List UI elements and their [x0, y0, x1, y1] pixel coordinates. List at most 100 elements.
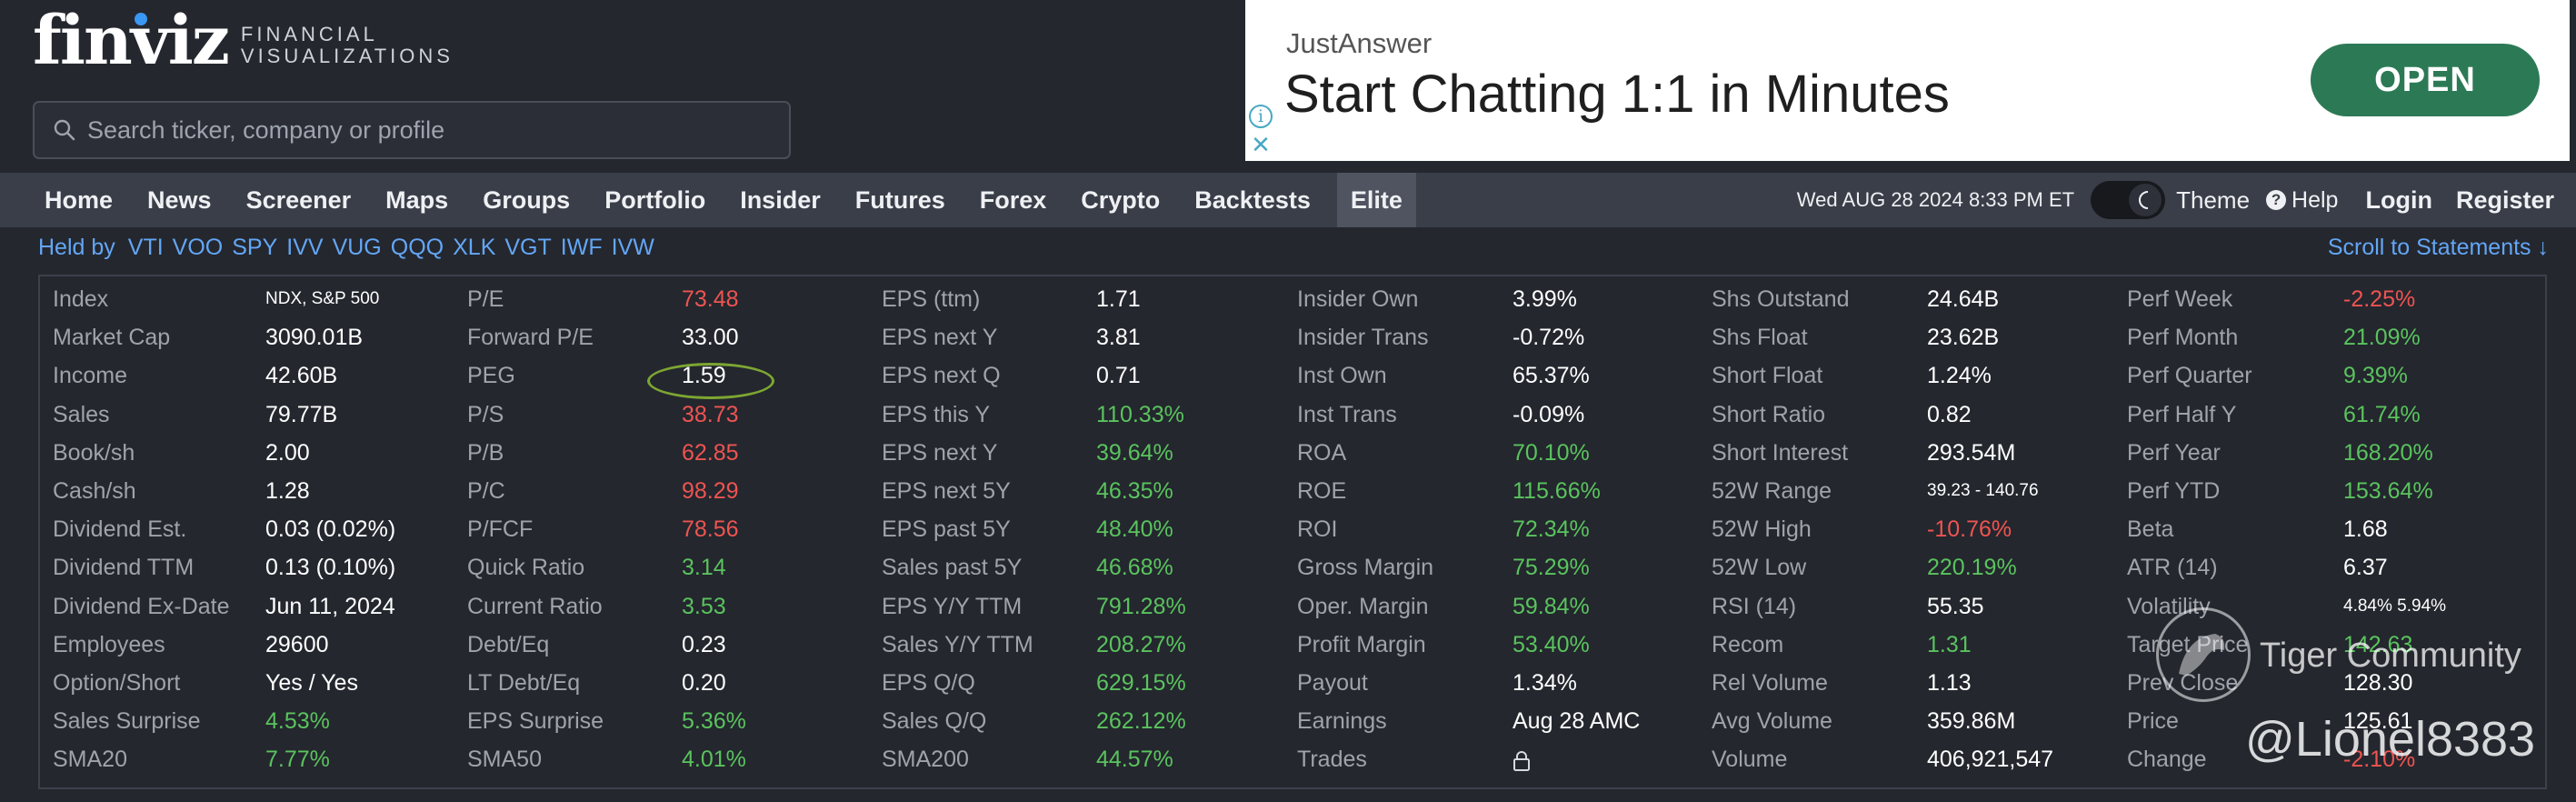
nav-portfolio[interactable]: Portfolio [604, 186, 706, 214]
stat-label: Short Interest [1712, 439, 1849, 466]
nav-home[interactable]: Home [45, 186, 114, 214]
stat-value: 110.33% [1096, 401, 1184, 427]
table-row: SMA20 7.77% SMA50 4.01% SMA200 44.57% Trades Vo… [40, 740, 2545, 778]
stat-value: 1.71 [1096, 286, 1141, 312]
nav-elite[interactable]: Elite [1336, 173, 1416, 227]
stat-value: 46.35% [1096, 478, 1173, 504]
stat-value: 4.53% [265, 708, 330, 735]
nav-forex[interactable]: Forex [979, 186, 1047, 214]
stat-label: Option/Short [53, 670, 181, 696]
held-by-ticker[interactable]: QQQ [390, 235, 444, 260]
stat-value: 153.64% [2343, 478, 2433, 504]
nav-screener[interactable]: Screener [245, 186, 352, 214]
main-nav: Home News Screener Maps Groups Portfolio… [0, 173, 2576, 227]
ad-banner[interactable]: i ✕ JustAnswer Start Chatting 1:1 in Min… [1245, 0, 2570, 161]
stat-label: Market Cap [53, 325, 171, 351]
table-row: Book/sh 2.00 P/B 62.85 EPS next Y 39.64% ROA 70… [40, 434, 2545, 472]
help-icon: ? [2266, 190, 2287, 210]
stat-label: Profit Margin [1297, 631, 1426, 657]
stat-label: Sales past 5Y [882, 555, 1023, 581]
stat-label: Trades [1297, 747, 1367, 773]
stat-label: Recom [1712, 631, 1784, 657]
stat-value: 9.39% [2343, 363, 2408, 389]
stat-value: 4.01% [682, 747, 746, 773]
stat-value: -10.76% [1927, 516, 2012, 543]
search-icon [51, 116, 78, 144]
nav-right: Wed AUG 28 2024 8:33 PM ET Theme ? Help … [1797, 173, 2565, 227]
stat-label: Oper. Margin [1297, 593, 1429, 619]
stat-value: 59.84% [1513, 593, 1590, 619]
stat-value: 1.28 [265, 478, 310, 504]
held-by-ticker[interactable]: IVV [286, 235, 324, 260]
nav-crypto[interactable]: Crypto [1081, 186, 1161, 214]
theme-toggle[interactable] [2091, 181, 2166, 219]
logo-tagline-line1: FINANCIAL [240, 23, 378, 45]
stat-value: 48.40% [1096, 516, 1173, 543]
stat-label: Payout [1297, 670, 1368, 696]
scroll-to-statements-link[interactable]: Scroll to Statements ↓ [2327, 235, 2549, 260]
stat-value: 0.20 [682, 670, 726, 696]
ad-close-icon[interactable]: ✕ [1251, 131, 1271, 158]
ad-headline: Start Chatting 1:1 in Minutes [1284, 65, 1950, 124]
stat-label: Shs Outstand [1712, 286, 1850, 312]
finviz-logo[interactable]: finviz FINANCIAL VISUALIZATIONS [33, 7, 454, 75]
ad-open-button[interactable]: OPEN [2311, 44, 2540, 116]
held-by-ticker[interactable]: SPY [232, 235, 278, 260]
stat-label: Debt/Eq [467, 631, 550, 657]
nav-maps[interactable]: Maps [385, 186, 449, 214]
stat-label: SMA20 [53, 747, 127, 773]
stat-label: EPS Q/Q [882, 670, 975, 696]
stat-label: ROI [1297, 516, 1338, 543]
stat-value: 24.64B [1927, 286, 2000, 312]
stat-label: Short Ratio [1712, 401, 1826, 427]
held-by-ticker[interactable]: VUG [332, 235, 382, 260]
nav-insider[interactable]: Insider [740, 186, 821, 214]
stat-label: Perf Year [2127, 439, 2221, 466]
stat-label: EPS (ttm) [882, 286, 981, 312]
nav-backtests[interactable]: Backtests [1194, 186, 1311, 214]
register-link[interactable]: Register [2455, 185, 2554, 214]
ad-info-icon[interactable]: i [1249, 105, 1273, 128]
search-input[interactable] [78, 102, 789, 158]
help-label: Help [2291, 186, 2339, 213]
stat-label: Dividend TTM [53, 555, 195, 581]
stat-value: 29600 [265, 631, 329, 657]
held-by-ticker[interactable]: VOO [172, 235, 224, 260]
peg-highlight-circle [647, 363, 774, 399]
stat-label: 52W Range [1712, 478, 1832, 504]
stat-value: 125.61 [2343, 708, 2413, 735]
help-link[interactable]: ? Help [2266, 187, 2338, 214]
search-box[interactable] [33, 101, 791, 159]
stat-label: Earnings [1297, 708, 1387, 735]
stat-label: EPS Y/Y TTM [882, 593, 1023, 619]
stat-label: Book/sh [53, 439, 135, 466]
stat-label: Current Ratio [467, 593, 603, 619]
stat-label: RSI (14) [1712, 593, 1797, 619]
held-by-ticker[interactable]: VGT [504, 235, 552, 260]
logo-wordmark: finviz [33, 2, 230, 80]
nav-news[interactable]: News [147, 186, 212, 214]
stat-value: 3.53 [682, 593, 726, 619]
held-by-ticker[interactable]: VTI [127, 235, 164, 260]
held-by-ticker[interactable]: IVW [611, 235, 654, 260]
nav-futures[interactable]: Futures [854, 186, 945, 214]
stat-value: 53.40% [1513, 631, 1590, 657]
moon-icon [2129, 184, 2162, 216]
stat-label: Employees [53, 631, 165, 657]
held-by-ticker[interactable]: IWF [560, 235, 603, 260]
stat-value: 39.64% [1096, 439, 1173, 466]
stat-label: ATR (14) [2127, 555, 2218, 581]
nav-groups[interactable]: Groups [483, 186, 571, 214]
stat-label: P/B [467, 439, 504, 466]
login-link[interactable]: Login [2365, 185, 2432, 214]
theme-label[interactable]: Theme [2176, 185, 2251, 214]
stat-label: Cash/sh [53, 478, 136, 504]
stat-value: 293.54M [1927, 439, 2016, 466]
stat-label: P/E [467, 286, 504, 312]
table-row: Dividend Ex-Date Jun 11, 2024 Current Rati… [40, 587, 2545, 626]
stat-value: 62.85 [682, 439, 739, 466]
stat-label: Sales [53, 401, 110, 427]
stat-label: Perf Month [2127, 325, 2239, 351]
stat-value: 4.84% 5.94% [2343, 596, 2447, 616]
held-by-ticker[interactable]: XLK [453, 235, 496, 260]
